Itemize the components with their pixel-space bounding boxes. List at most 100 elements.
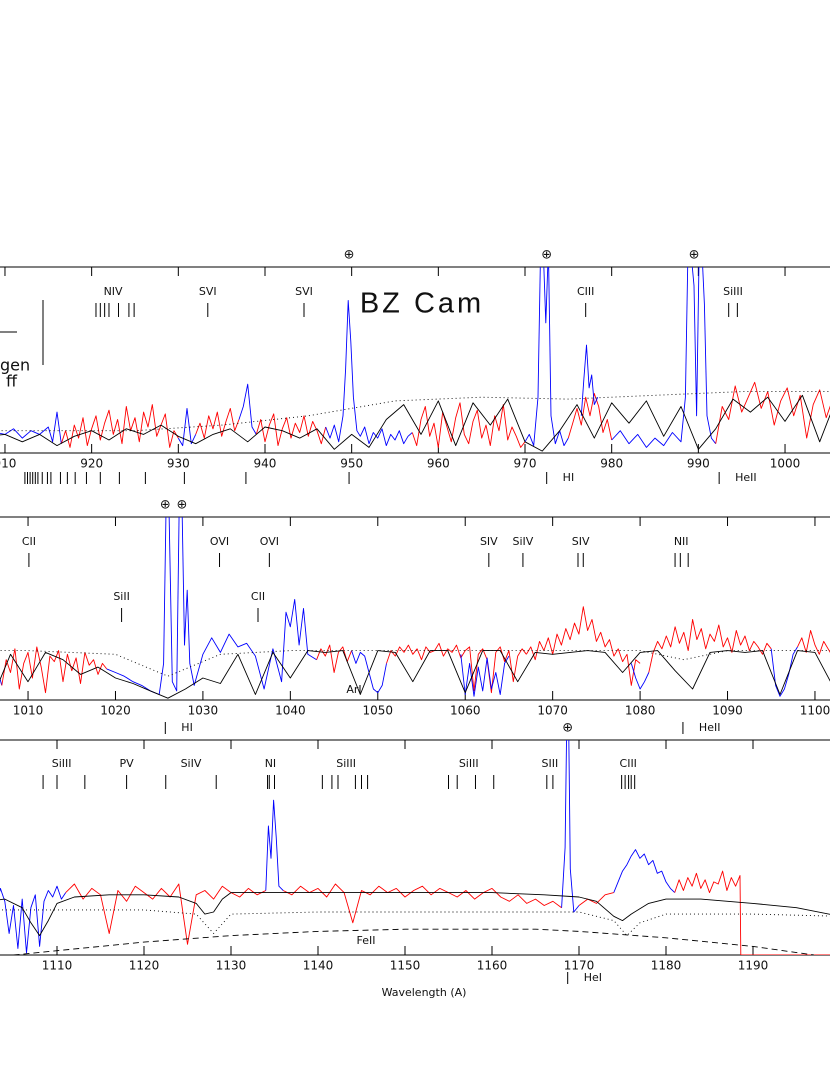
x-tick-label: 1030 (188, 704, 219, 718)
spectrum-line (580, 344, 599, 416)
x-tick-label: 930 (167, 457, 190, 471)
x-tick-label: 980 (600, 457, 623, 471)
spectrum-line (0, 650, 830, 699)
x-tick-label: 1040 (275, 704, 306, 718)
spectrum-line (60, 404, 179, 448)
line-id-label: NII (674, 535, 689, 548)
spectrum-line (797, 630, 830, 655)
series-group (0, 517, 830, 699)
spectrum-line (265, 799, 284, 891)
spectrum-line (316, 644, 353, 673)
spectrum-line (0, 394, 830, 452)
x-tick-label: 990 (687, 457, 710, 471)
x-tick-label: 1170 (564, 959, 595, 973)
x-tick-label: 960 (427, 457, 450, 471)
spectrum-line (613, 849, 676, 893)
annotation: gen (0, 356, 30, 375)
line-id-label: SIV (572, 535, 590, 548)
x-tick-label: 910 (0, 457, 16, 471)
spectrum-line (578, 892, 614, 906)
spectrum-line (460, 654, 510, 697)
x-tick-label: 1060 (450, 704, 481, 718)
spectrum-line (567, 393, 613, 441)
x-tick-label: 1070 (537, 704, 568, 718)
line-id-label: SVI (295, 285, 313, 298)
line-id-label: HI (181, 721, 193, 734)
spectrum-line (0, 892, 830, 937)
spectrum-line (524, 267, 569, 447)
line-id-label: SiIII (723, 285, 743, 298)
line-id-label: SiII (113, 590, 130, 603)
line-id-label: SiIII (459, 757, 479, 770)
x-tick-label: 940 (254, 457, 277, 471)
x-tick-label: 1190 (738, 959, 769, 973)
line-id-label: CII (22, 535, 36, 548)
x-tick-label: 1160 (477, 959, 508, 973)
spectrum-line (0, 677, 3, 686)
spectrum-line (283, 883, 562, 924)
line-id-label: SVI (199, 285, 217, 298)
annotation: ArI (346, 683, 361, 696)
annotation: ff (6, 372, 18, 391)
line-id-label: NI (265, 757, 276, 770)
telluric-marker: ⊕ (562, 721, 573, 736)
chart-title: BZ Cam (360, 288, 484, 320)
spectrum-line (715, 381, 830, 444)
spectrum-line (0, 909, 830, 937)
line-id-label: HeI (584, 971, 602, 984)
spectrum-line (195, 407, 240, 439)
spectrum-line (238, 383, 257, 435)
x-tick-label: 1150 (390, 959, 421, 973)
x-tick-label: 1050 (363, 704, 394, 718)
x-tick-label: 1180 (651, 959, 682, 973)
spectrum-line (611, 267, 717, 448)
spectrum-line (13, 928, 814, 955)
x-tick-label: 1110 (42, 959, 73, 973)
spectrum-line (411, 402, 526, 448)
plot-frame (0, 516, 830, 701)
line-id-label: CIII (620, 757, 637, 770)
line-id-label: OVI (210, 535, 229, 548)
line-id-label: CIII (577, 285, 594, 298)
line-id-label: CII (251, 590, 265, 603)
spectrum-line (526, 606, 641, 686)
spectrum-line (65, 883, 266, 945)
line-id-label: PV (120, 757, 135, 770)
line-id-label: SiIV (513, 535, 534, 548)
line-id-label: SiIII (52, 757, 72, 770)
x-tick-label: 920 (80, 457, 103, 471)
x-tick-label: 970 (514, 457, 537, 471)
x-tick-label: 1140 (303, 959, 334, 973)
series-group (0, 267, 830, 452)
spectrum-line (0, 650, 830, 677)
x-tick-label: 1130 (216, 959, 247, 973)
spectrum-line (325, 300, 413, 447)
annotation: FeII (357, 934, 376, 947)
telluric-marker: ⊕ (541, 248, 552, 263)
telluric-marker: ⊕ (160, 498, 171, 513)
spectrum-line (674, 870, 830, 955)
line-id-label: NIV (104, 285, 123, 298)
line-id-label: SIII (541, 757, 558, 770)
x-tick-label: 950 (340, 457, 363, 471)
spectrum-line (106, 517, 317, 695)
spectrum-line (0, 391, 830, 432)
x-tick-label: 1120 (129, 959, 160, 973)
x-tick-label: 1020 (100, 704, 131, 718)
telluric-marker: ⊕ (344, 248, 355, 263)
x-tick-label: 1080 (625, 704, 656, 718)
plot-frame (0, 266, 830, 454)
x-tick-label: 1100 (800, 704, 830, 718)
line-id-label: HeII (735, 471, 757, 484)
x-tick-label: 1010 (13, 704, 44, 718)
line-id-label: HI (563, 471, 575, 484)
spectrum-line (1, 646, 108, 694)
line-id-label: SiIV (181, 757, 202, 770)
line-id-label: HeII (699, 721, 721, 734)
spectrum-line (177, 407, 197, 447)
telluric-marker: ⊕ (176, 498, 187, 513)
spectrum-line (630, 663, 650, 690)
series-group (0, 740, 830, 955)
